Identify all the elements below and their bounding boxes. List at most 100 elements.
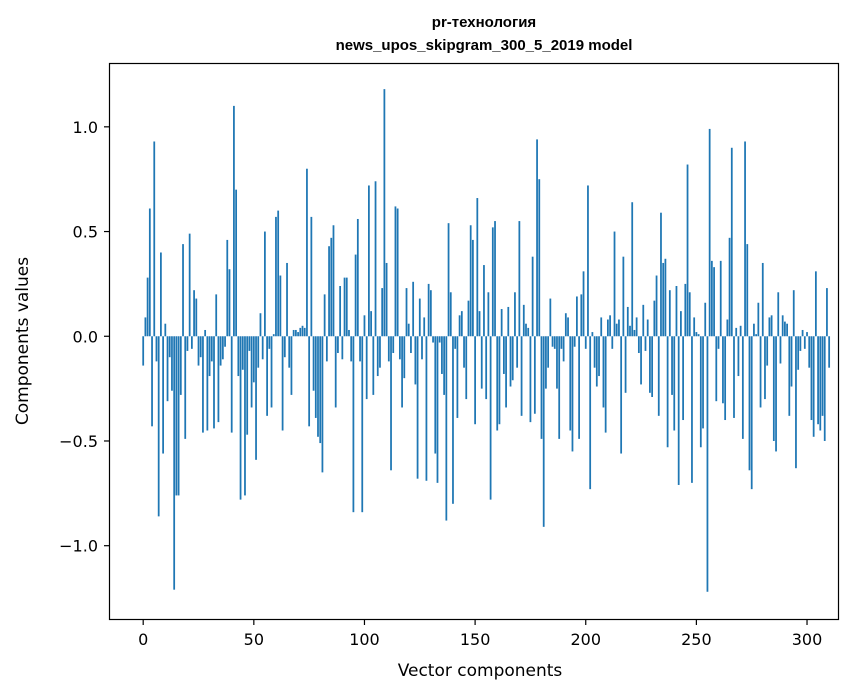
bar-235 — [662, 262, 665, 337]
bar-214 — [615, 323, 618, 337]
bar-116 — [398, 336, 401, 360]
bar-283 — [768, 317, 771, 337]
x-tick-label: 0 — [138, 630, 148, 649]
bar-179 — [538, 179, 541, 337]
bar-221 — [631, 202, 634, 337]
bar-47 — [246, 336, 249, 435]
bar-146 — [465, 336, 468, 400]
bar-279 — [759, 336, 762, 408]
bar-241 — [675, 286, 678, 337]
bar-84 — [328, 246, 330, 337]
bar-187 — [556, 336, 558, 389]
chart-title-line-1: pr-технология — [432, 14, 536, 31]
bar-18 — [182, 244, 184, 337]
bar-209 — [604, 336, 607, 433]
bar-81 — [321, 336, 324, 473]
bar-154 — [483, 265, 485, 337]
bar-21 — [188, 233, 191, 337]
bar-131 — [432, 336, 434, 343]
x-tick-label: 200 — [570, 630, 601, 649]
bar-155 — [485, 336, 488, 400]
bar-256 — [708, 128, 711, 337]
y-tick-label: −1.0 — [59, 537, 98, 556]
bar-80 — [319, 336, 322, 444]
bar-245 — [684, 283, 687, 337]
bar-268 — [735, 327, 738, 337]
bar-193 — [569, 336, 572, 431]
bar-98 — [359, 336, 361, 362]
bar-44 — [239, 336, 242, 500]
bar-205 — [595, 336, 598, 387]
bar-309 — [826, 288, 828, 337]
bar-158 — [491, 227, 494, 337]
bar-153 — [480, 336, 483, 389]
bar-52 — [257, 336, 260, 368]
bar-242 — [677, 336, 680, 485]
bar-121 — [410, 336, 412, 354]
bar-293 — [790, 336, 793, 387]
bar-102 — [368, 185, 370, 337]
bar-292 — [788, 336, 791, 416]
bar-177 — [533, 336, 536, 414]
bar-1 — [144, 317, 147, 337]
bar-82 — [323, 294, 326, 337]
bar-267 — [733, 336, 735, 418]
bar-83 — [325, 336, 328, 362]
bar-229 — [649, 336, 651, 393]
bar-69 — [294, 329, 297, 337]
bar-58 — [270, 336, 273, 408]
bar-190 — [562, 336, 565, 362]
bar-172 — [522, 304, 525, 337]
bar-291 — [786, 323, 788, 337]
bar-165 — [507, 306, 510, 337]
bar-124 — [416, 336, 419, 479]
bar-9 — [162, 336, 164, 454]
bar-280 — [761, 262, 764, 337]
bar-90 — [341, 336, 344, 360]
bar-55 — [264, 231, 266, 337]
bar-91 — [343, 277, 346, 337]
bar-299 — [803, 336, 806, 349]
bar-217 — [622, 256, 625, 337]
bar-248 — [691, 336, 693, 483]
bar-266 — [730, 147, 733, 337]
bar-10 — [164, 323, 167, 337]
bar-139 — [449, 292, 452, 337]
bar-192 — [567, 317, 569, 337]
bar-92 — [345, 277, 348, 337]
y-tick-label: 1.0 — [73, 118, 98, 137]
y-axis-ticks: −1.0 −0.5 0.0 0.5 1.0 — [59, 118, 110, 556]
bar-231 — [653, 300, 656, 337]
bar-307 — [821, 336, 824, 416]
bar-62 — [279, 275, 282, 337]
bar-24 — [195, 298, 198, 337]
bar-271 — [741, 336, 744, 439]
bar-261 — [719, 260, 722, 337]
bar-169 — [516, 336, 519, 368]
bar-128 — [425, 336, 428, 481]
x-tick-label: 250 — [681, 630, 712, 649]
bar-285 — [772, 336, 775, 441]
bar-74 — [306, 168, 308, 337]
bar-35 — [219, 336, 222, 366]
bar-109 — [383, 89, 386, 337]
bar-134 — [438, 336, 441, 343]
bar-113 — [392, 336, 395, 354]
bar-46 — [244, 336, 246, 496]
bar-212 — [611, 336, 614, 349]
bar-140 — [452, 336, 454, 504]
bar-164 — [505, 336, 507, 408]
bar-220 — [629, 325, 631, 337]
bar-298 — [801, 329, 804, 337]
bar-59 — [272, 334, 275, 337]
bar-142 — [456, 336, 459, 418]
bar-8 — [160, 252, 162, 337]
bar-234 — [660, 212, 662, 337]
bar-61 — [277, 210, 280, 337]
bar-167 — [511, 336, 514, 381]
bar-156 — [487, 292, 490, 337]
bar-275 — [750, 336, 753, 490]
bar-207 — [600, 317, 603, 337]
x-axis-ticks: 0 50 100 150 200 250 300 — [138, 619, 822, 649]
bar-85 — [330, 237, 333, 337]
